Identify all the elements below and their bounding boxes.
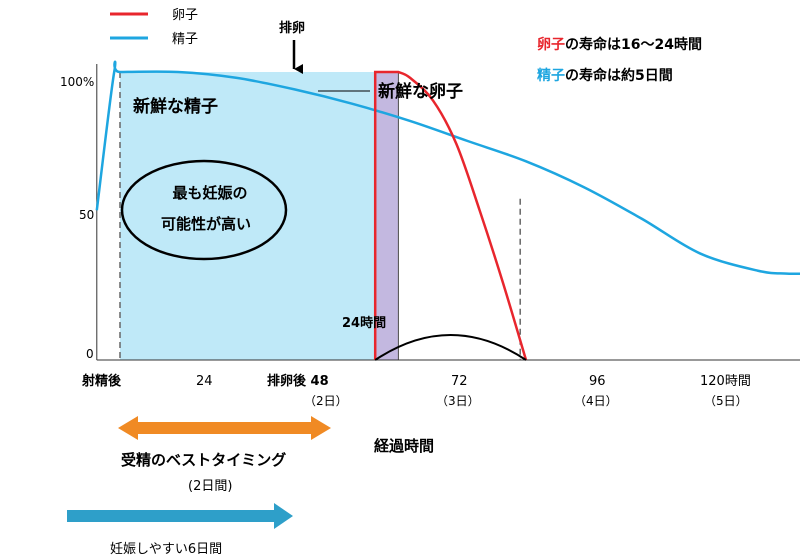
best-timing-sub: (2日間) [188,479,232,494]
easy-period-label: 妊娠しやすい6日間 [110,542,222,557]
x-tick-0: 射精後 [81,373,122,389]
highest-chance-ellipse [120,159,288,261]
x-tick-72-day: （3日） [436,394,480,408]
note-egg-highlight: 卵子 [537,36,565,53]
fresh-sperm-label: 新鮮な精子 [133,96,218,117]
note-sperm-rest: の寿命は約5日間 [565,67,673,84]
x-tick-96-day: （4日） [574,394,618,408]
note-sperm-highlight: 精子 [537,67,565,84]
note-sperm-lifespan: 精子の寿命は約5日間 [537,67,673,84]
x-tick-96: 96 [589,374,606,389]
best-timing-arrow-shape [118,416,331,440]
best-timing-label: 受精のベストタイミング [121,451,286,469]
ellipse-line-2: 可能性が高い [161,215,251,233]
x-tick-labels: 射精後 24 排卵後 48 （2日） 72 （3日） 96 （4日） 120時間… [81,373,751,408]
span-label: 24時間 [342,315,386,331]
y-tick-50: 50 [79,208,94,222]
egg-survival-line [373,70,528,361]
legend-label-sperm: 精子 [172,32,198,47]
x-axis-title: 経過時間 [374,437,434,455]
x-tick-120: 120時間 [700,374,751,389]
sperm-survival-line [95,60,800,276]
plot-area [95,60,800,361]
x-tick-72: 72 [451,374,468,389]
fresh-sperm-region [120,72,376,360]
24h-span-arc [374,334,527,361]
easy-period-arrow [67,503,293,529]
x-tick-48: 排卵後 48 [267,373,329,389]
x-tick-48-day: （2日） [304,394,348,408]
x-tick-24: 24 [196,374,213,389]
best-timing-arrow [118,416,331,440]
legend-label-egg: 卵子 [172,8,198,23]
note-egg-rest: の寿命は16～24時間 [565,36,702,53]
fresh-egg-label: 新鮮な卵子 [378,81,463,102]
y-tick-100: 100% [60,75,94,89]
ovulation-label: 排卵 [279,20,305,36]
y-tick-0: 0 [86,347,94,361]
x-tick-120-day: （5日） [704,394,748,408]
legend: 卵子 精子 [110,8,198,47]
note-egg-lifespan: 卵子の寿命は16～24時間 [537,36,702,53]
ellipse-line-1: 最も妊娠の [172,184,247,202]
